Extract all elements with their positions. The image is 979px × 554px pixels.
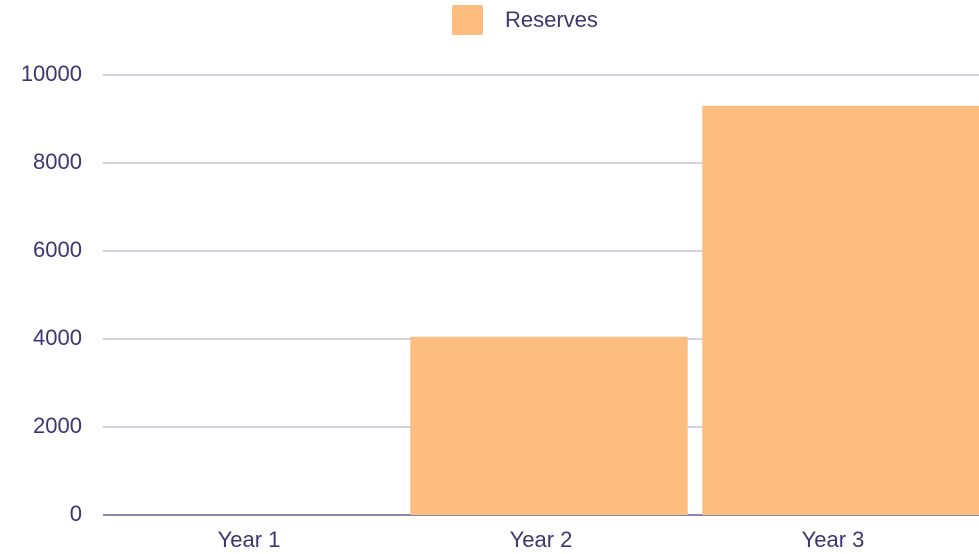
legend-swatch	[452, 5, 483, 35]
y-tick-label: 10000	[21, 61, 82, 86]
y-tick-label: 6000	[33, 237, 82, 262]
y-tick-label: 4000	[33, 325, 82, 350]
x-tick-label: Year 1	[218, 527, 281, 552]
bar	[702, 105, 979, 516]
bar	[410, 336, 688, 515]
legend-label: Reserves	[505, 7, 598, 32]
y-tick-label: 0	[70, 501, 82, 526]
x-tick-label: Year 3	[802, 527, 865, 552]
y-tick-label: 2000	[33, 413, 82, 438]
x-tick-label: Year 2	[510, 527, 573, 552]
y-tick-label: 8000	[33, 149, 82, 174]
